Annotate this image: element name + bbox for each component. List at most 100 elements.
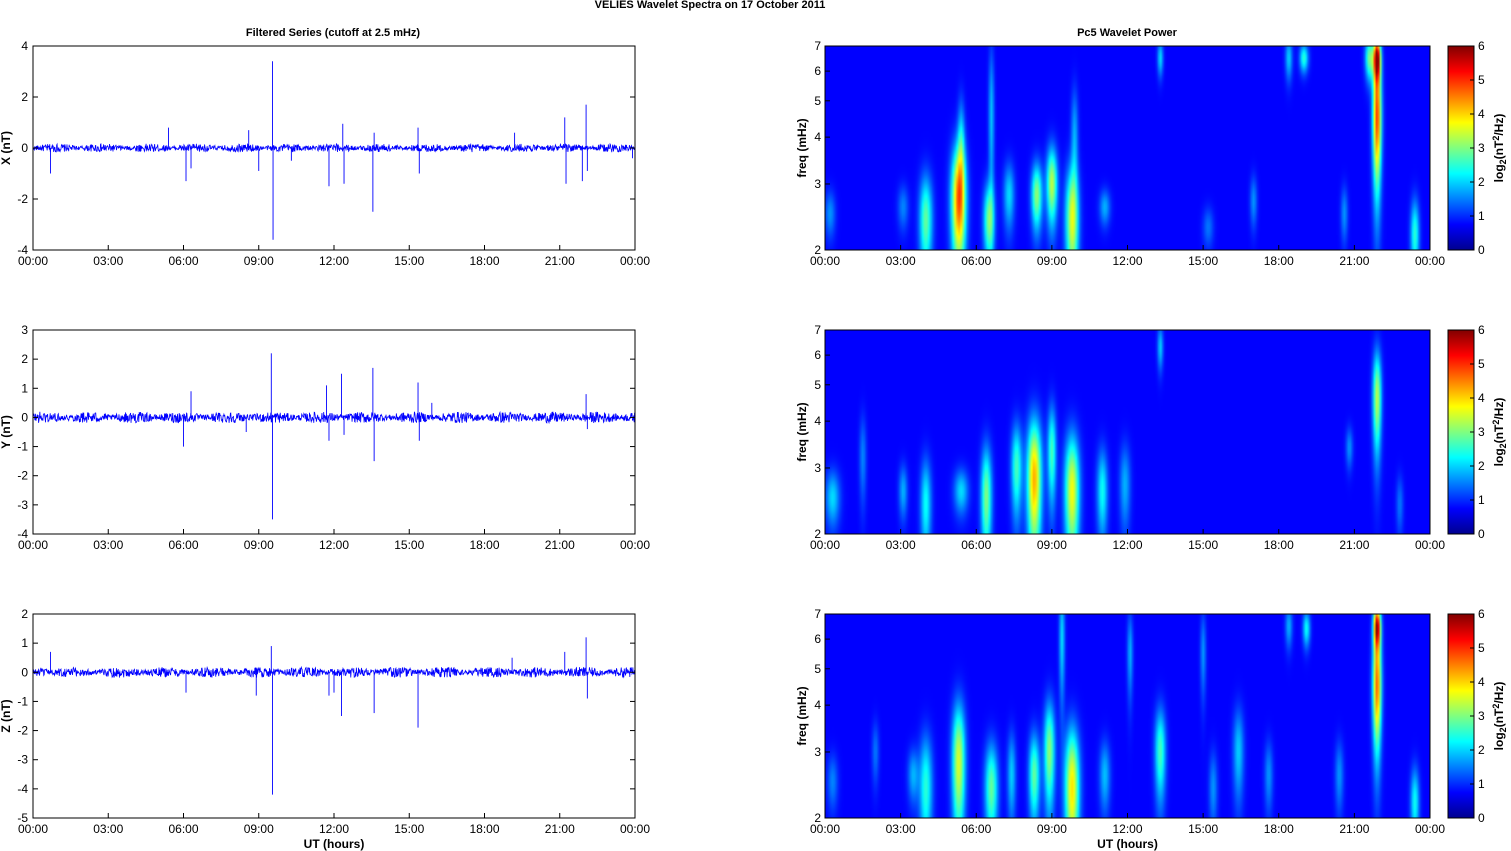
- y-tick-label: 3: [814, 745, 821, 759]
- y-tick-label: 3: [814, 461, 821, 475]
- y-tick-label: -4: [17, 527, 28, 541]
- y-axis-label: freq (mHz): [795, 118, 809, 177]
- y-tick-label: 3: [814, 177, 821, 191]
- series-xtick-label: 12:00: [319, 538, 349, 552]
- series-xtick-label: 18:00: [469, 822, 499, 836]
- series-panel-0: -4 -2 0 2 4 00:00 03:00 06:00 09:00 12:00 15:00 18:…: [0, 39, 650, 268]
- colorbar-tick-label: 6: [1478, 607, 1485, 621]
- colorbar-label-part: (nT: [1492, 140, 1506, 159]
- plot-area: [33, 330, 635, 534]
- y-axis-label: Z (nT): [0, 699, 13, 732]
- x-axis-label: UT (hours): [1097, 837, 1158, 851]
- wavelet-panel-2: 2 3 4 5 6 7 00:00 03:00 06:00 09:00 12:00 15:00 18:0…: [795, 607, 1508, 851]
- wavelet-xtick-label: 15:00: [1188, 254, 1218, 268]
- series-xtick-label: 03:00: [93, 538, 123, 552]
- colorbar-label-part: log: [1492, 732, 1506, 750]
- series-xtick-label: 00:00: [18, 538, 48, 552]
- colorbar-tick-label: 0: [1478, 243, 1485, 257]
- wavelet-xtick-label: 00:00: [810, 538, 840, 552]
- series-xtick-label: 18:00: [469, 254, 499, 268]
- colorbar-tick-label: 2: [1478, 459, 1485, 473]
- wavelet-xtick-label: 15:00: [1188, 822, 1218, 836]
- wavelet-xtick-label: 00:00: [1415, 538, 1445, 552]
- colorbar-label-part: 2: [1491, 420, 1501, 425]
- colorbar-tick-label: 4: [1478, 107, 1485, 121]
- wavelet-xtick-label: 12:00: [1112, 822, 1142, 836]
- colorbar-tick-label: 4: [1478, 391, 1485, 405]
- series-xtick-label: 09:00: [244, 822, 274, 836]
- wavelet-xtick-label: 12:00: [1112, 538, 1142, 552]
- series-xtick-label: 00:00: [18, 822, 48, 836]
- colorbar-label-part: (nT: [1492, 708, 1506, 727]
- series-xtick-label: 21:00: [545, 538, 575, 552]
- y-axis-label: freq (mHz): [795, 402, 809, 461]
- colorbar-tick-label: 1: [1478, 493, 1485, 507]
- y-tick-label: 2: [814, 243, 821, 257]
- y-tick-label: -2: [17, 469, 28, 483]
- series-xtick-label: 18:00: [469, 538, 499, 552]
- series-xtick-label: 21:00: [545, 822, 575, 836]
- wavelet-xtick-label: 00:00: [1415, 822, 1445, 836]
- series-xtick-label: 09:00: [244, 538, 274, 552]
- series-xtick-label: 15:00: [394, 538, 424, 552]
- y-tick-label: 4: [814, 414, 821, 428]
- x-axis-label: UT (hours): [304, 837, 365, 851]
- wavelet-xtick-label: 21:00: [1339, 822, 1369, 836]
- series-xtick-label: 21:00: [545, 254, 575, 268]
- y-tick-label: 5: [814, 662, 821, 676]
- series-xtick-label: 00:00: [620, 822, 650, 836]
- y-tick-label: 2: [21, 607, 28, 621]
- wavelet-xtick-label: 06:00: [961, 538, 991, 552]
- colorbar-label-part: 2: [1491, 136, 1501, 141]
- series-xtick-label: 15:00: [394, 822, 424, 836]
- colorbar-tick-label: 6: [1478, 39, 1485, 53]
- wavelet-xtick-label: 03:00: [886, 254, 916, 268]
- colorbar-label-part: 2: [1491, 704, 1501, 709]
- wavelet-xtick-label: 06:00: [961, 822, 991, 836]
- colorbar-label-part: log: [1492, 164, 1506, 182]
- wavelet-xtick-label: 18:00: [1264, 822, 1294, 836]
- y-tick-label: -2: [17, 724, 28, 738]
- y-tick-label: 7: [814, 323, 821, 337]
- series-xtick-label: 03:00: [93, 822, 123, 836]
- colorbar-label-part: 2: [1498, 443, 1508, 448]
- colorbar-label-part: /Hz): [1492, 682, 1506, 704]
- colorbar-tick-label: 1: [1478, 209, 1485, 223]
- y-tick-label: -1: [17, 694, 28, 708]
- y-tick-label: -5: [17, 811, 28, 825]
- colorbar-label: log2(nT2/Hz): [1491, 114, 1508, 183]
- right-column-title: Pc5 Wavelet Power: [1077, 27, 1178, 39]
- colorbar-tick-label: 3: [1478, 141, 1485, 155]
- y-tick-label: 2: [814, 811, 821, 825]
- y-axis-label: Y (nT): [0, 415, 13, 449]
- colorbar: [1447, 45, 1475, 251]
- y-axis-label: freq (mHz): [795, 686, 809, 745]
- colorbar: [1447, 329, 1475, 535]
- y-tick-label: 7: [814, 39, 821, 53]
- wavelet-panel-0: 2 3 4 5 6 7 00:00 03:00 06:00 09:00 12:00 15:00 18:0…: [795, 39, 1508, 268]
- colorbar-label-part: /Hz): [1492, 398, 1506, 420]
- y-tick-label: -3: [17, 498, 28, 512]
- wavelet-xtick-label: 00:00: [1415, 254, 1445, 268]
- colorbar-tick-label: 3: [1478, 709, 1485, 723]
- figure-title: VELIES Wavelet Spectra on 17 October 201…: [595, 0, 826, 11]
- wavelet-xtick-label: 00:00: [810, 822, 840, 836]
- colorbar-label-part: /Hz): [1492, 114, 1506, 136]
- series-xtick-label: 06:00: [168, 822, 198, 836]
- series-line: [32, 410, 636, 425]
- series-xtick-label: 06:00: [168, 254, 198, 268]
- y-tick-label: 6: [814, 632, 821, 646]
- series-xtick-label: 12:00: [319, 822, 349, 836]
- colorbar-tick-label: 2: [1478, 743, 1485, 757]
- colorbar-tick-label: 4: [1478, 675, 1485, 689]
- y-tick-label: -3: [17, 753, 28, 767]
- colorbar-label: log2(nT2/Hz): [1491, 398, 1508, 467]
- series-xtick-label: 00:00: [620, 254, 650, 268]
- y-tick-label: -2: [17, 192, 28, 206]
- plot-area: [33, 614, 635, 818]
- colorbar-label-part: log: [1492, 448, 1506, 466]
- wavelet-xtick-label: 15:00: [1188, 538, 1218, 552]
- y-tick-label: 0: [21, 665, 28, 679]
- y-tick-label: 6: [814, 348, 821, 362]
